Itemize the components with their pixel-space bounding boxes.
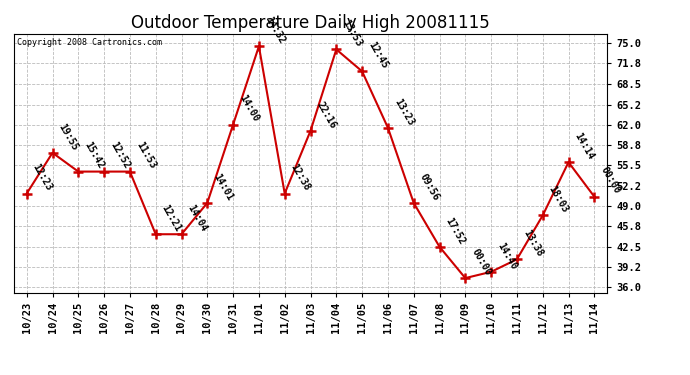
Text: 09:56: 09:56 xyxy=(418,172,441,202)
Text: 00:00: 00:00 xyxy=(469,247,493,277)
Text: 14:04: 14:04 xyxy=(186,203,209,234)
Text: 18:03: 18:03 xyxy=(547,184,570,214)
Text: 12:38: 12:38 xyxy=(289,162,312,193)
Text: 12:45: 12:45 xyxy=(366,40,390,70)
Text: Copyright 2008 Cartronics.com: Copyright 2008 Cartronics.com xyxy=(17,38,161,46)
Text: 14:40: 14:40 xyxy=(495,241,519,271)
Text: 12:52: 12:52 xyxy=(108,140,132,171)
Text: 14:32: 14:32 xyxy=(263,15,286,45)
Text: 14:01: 14:01 xyxy=(211,172,235,202)
Text: 22:16: 22:16 xyxy=(315,100,338,130)
Text: 13:53: 13:53 xyxy=(340,18,364,49)
Text: 13:38: 13:38 xyxy=(521,228,544,258)
Title: Outdoor Temperature Daily High 20081115: Outdoor Temperature Daily High 20081115 xyxy=(131,14,490,32)
Text: 14:14: 14:14 xyxy=(573,131,596,161)
Text: 15:42: 15:42 xyxy=(83,140,106,171)
Text: 17:52: 17:52 xyxy=(444,216,467,246)
Text: 00:00: 00:00 xyxy=(598,165,622,196)
Text: 13:23: 13:23 xyxy=(392,96,415,127)
Text: 19:55: 19:55 xyxy=(57,122,80,152)
Text: 12:21: 12:21 xyxy=(160,203,184,234)
Text: 11:53: 11:53 xyxy=(134,140,157,171)
Text: 12:23: 12:23 xyxy=(31,162,55,193)
Text: 14:00: 14:00 xyxy=(237,93,261,124)
